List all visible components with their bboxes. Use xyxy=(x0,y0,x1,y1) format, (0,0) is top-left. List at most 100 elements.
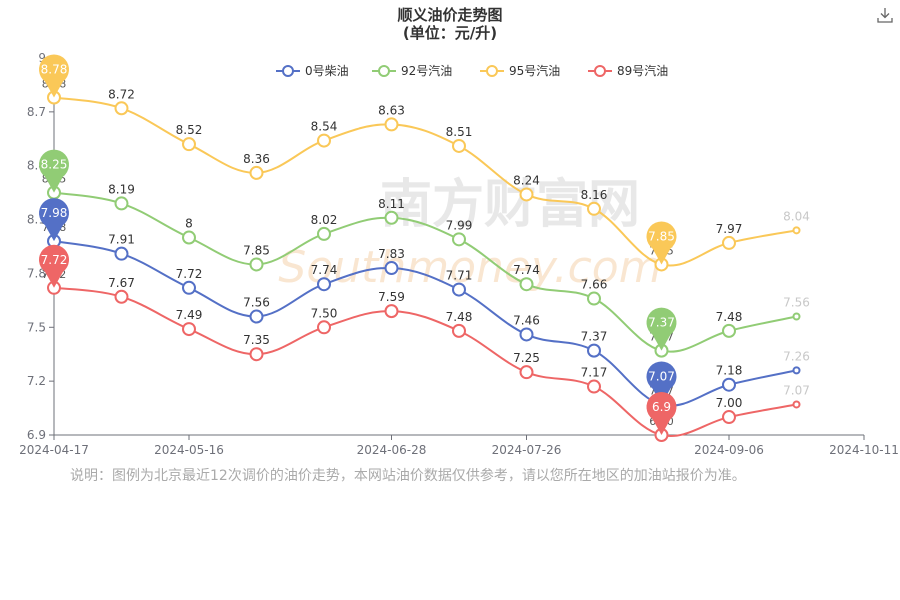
legend-label[interactable]: 89号汽油 xyxy=(617,63,668,78)
data-label: 8.51 xyxy=(446,125,473,139)
data-point[interactable] xyxy=(722,323,736,338)
data-label: 7.72 xyxy=(176,267,203,281)
data-label: 8 xyxy=(185,217,193,231)
data-label: 8.63 xyxy=(378,103,405,117)
data-point[interactable] xyxy=(587,343,601,358)
y-tick-label: 7.8 xyxy=(27,266,46,280)
data-point[interactable] xyxy=(722,235,736,250)
legend-marker[interactable] xyxy=(282,65,294,77)
chart-title: 顺义油价走势图 xyxy=(397,6,503,24)
data-point[interactable] xyxy=(587,379,601,394)
data-point[interactable] xyxy=(249,165,264,180)
data-label: 7.97 xyxy=(716,222,743,236)
data-point[interactable] xyxy=(452,323,466,338)
pin-label: 6.9 xyxy=(652,400,671,414)
data-label: 7.91 xyxy=(108,233,135,247)
data-point[interactable] xyxy=(114,101,129,116)
pin-marker[interactable] xyxy=(39,54,70,98)
y-tick-label: 9 xyxy=(38,51,46,65)
data-point[interactable] xyxy=(384,210,399,225)
x-tick-label: 2024-07-26 xyxy=(492,443,562,457)
data-point[interactable] xyxy=(452,138,466,153)
pin-marker[interactable] xyxy=(39,244,70,288)
data-label: 7.71 xyxy=(446,269,473,283)
pin-marker[interactable] xyxy=(39,149,70,193)
data-label: 7.83 xyxy=(378,247,405,261)
download-icon[interactable] xyxy=(876,6,894,24)
pin-marker[interactable] xyxy=(646,307,677,351)
data-point[interactable] xyxy=(452,232,466,247)
legend-marker[interactable] xyxy=(486,65,498,77)
pin-marker[interactable] xyxy=(39,198,70,242)
data-label: 8.72 xyxy=(108,87,135,101)
data-point[interactable] xyxy=(114,289,129,304)
pin-marker[interactable] xyxy=(646,361,677,405)
x-tick-label: 2024-06-28 xyxy=(357,443,427,457)
data-label: 8.02 xyxy=(311,213,338,227)
data-point[interactable] xyxy=(317,277,331,292)
pin-marker[interactable] xyxy=(646,392,677,435)
data-label: 8.52 xyxy=(176,123,203,137)
chart-note: 说明：图例为北京最近12次调价的油价走势，本网站油价数据仅供参考，请以您所在地区… xyxy=(70,468,746,484)
data-point[interactable] xyxy=(792,226,801,235)
data-point[interactable] xyxy=(587,201,601,216)
data-point[interactable] xyxy=(317,226,331,241)
data-point[interactable] xyxy=(317,320,331,335)
watermark-subtext: Southmoney.com xyxy=(278,242,661,293)
data-label: 7.74 xyxy=(513,263,540,277)
data-label: 7.74 xyxy=(311,263,338,277)
legend-label[interactable]: 0号柴油 xyxy=(305,64,349,78)
data-point[interactable] xyxy=(182,322,196,337)
data-point[interactable] xyxy=(792,312,801,321)
data-point[interactable] xyxy=(452,282,466,297)
y-tick-label: 7.2 xyxy=(27,374,46,388)
pin-label: 7.98 xyxy=(41,206,68,220)
data-point[interactable] xyxy=(519,327,534,342)
data-point[interactable] xyxy=(384,304,399,319)
data-point[interactable] xyxy=(792,366,801,375)
data-point[interactable] xyxy=(519,187,534,202)
pin-label: 7.85 xyxy=(648,229,675,243)
data-point[interactable] xyxy=(587,291,601,306)
legend-label[interactable]: 95号汽油 xyxy=(509,63,560,78)
legend-marker[interactable] xyxy=(594,65,606,77)
series-line xyxy=(53,286,797,438)
data-point[interactable] xyxy=(114,196,129,211)
x-tick-label: 2024-10-11 xyxy=(829,443,899,457)
data-label: 7.50 xyxy=(311,306,338,320)
data-point[interactable] xyxy=(722,410,736,425)
data-point[interactable] xyxy=(182,280,196,295)
data-point[interactable] xyxy=(249,257,264,272)
data-label: 7.37 xyxy=(581,330,608,344)
data-point[interactable] xyxy=(384,261,399,276)
data-label: 8.19 xyxy=(108,182,135,196)
data-label: 7.48 xyxy=(446,310,473,324)
data-label: 7.25 xyxy=(513,351,540,365)
data-point[interactable] xyxy=(249,347,264,362)
data-point[interactable] xyxy=(182,137,196,152)
data-label: 7.35 xyxy=(243,333,270,347)
x-tick-label: 2024-04-17 xyxy=(19,443,89,457)
data-point[interactable] xyxy=(249,309,264,324)
data-point[interactable] xyxy=(519,365,534,380)
pin-label: 8.25 xyxy=(41,158,68,172)
pin-marker[interactable] xyxy=(646,221,677,265)
data-label: 7.99 xyxy=(446,218,473,232)
legend-label[interactable]: 92号汽油 xyxy=(401,63,452,78)
data-label: 7.66 xyxy=(581,278,608,292)
data-point[interactable] xyxy=(114,246,129,261)
chart-subtitle: (单位：元/升) xyxy=(402,24,498,42)
data-point[interactable] xyxy=(792,400,801,409)
data-label: 7.67 xyxy=(108,276,135,290)
data-point[interactable] xyxy=(722,377,736,392)
data-point[interactable] xyxy=(182,230,196,245)
data-label: 7.07 xyxy=(783,383,810,397)
data-point[interactable] xyxy=(519,277,534,292)
legend-marker[interactable] xyxy=(378,65,390,77)
data-point[interactable] xyxy=(384,117,399,132)
data-label: 8.54 xyxy=(311,120,338,134)
data-label: 8.11 xyxy=(378,197,405,211)
y-tick-label: 8.7 xyxy=(27,105,46,119)
data-label: 7.26 xyxy=(783,349,810,363)
data-point[interactable] xyxy=(317,133,331,148)
